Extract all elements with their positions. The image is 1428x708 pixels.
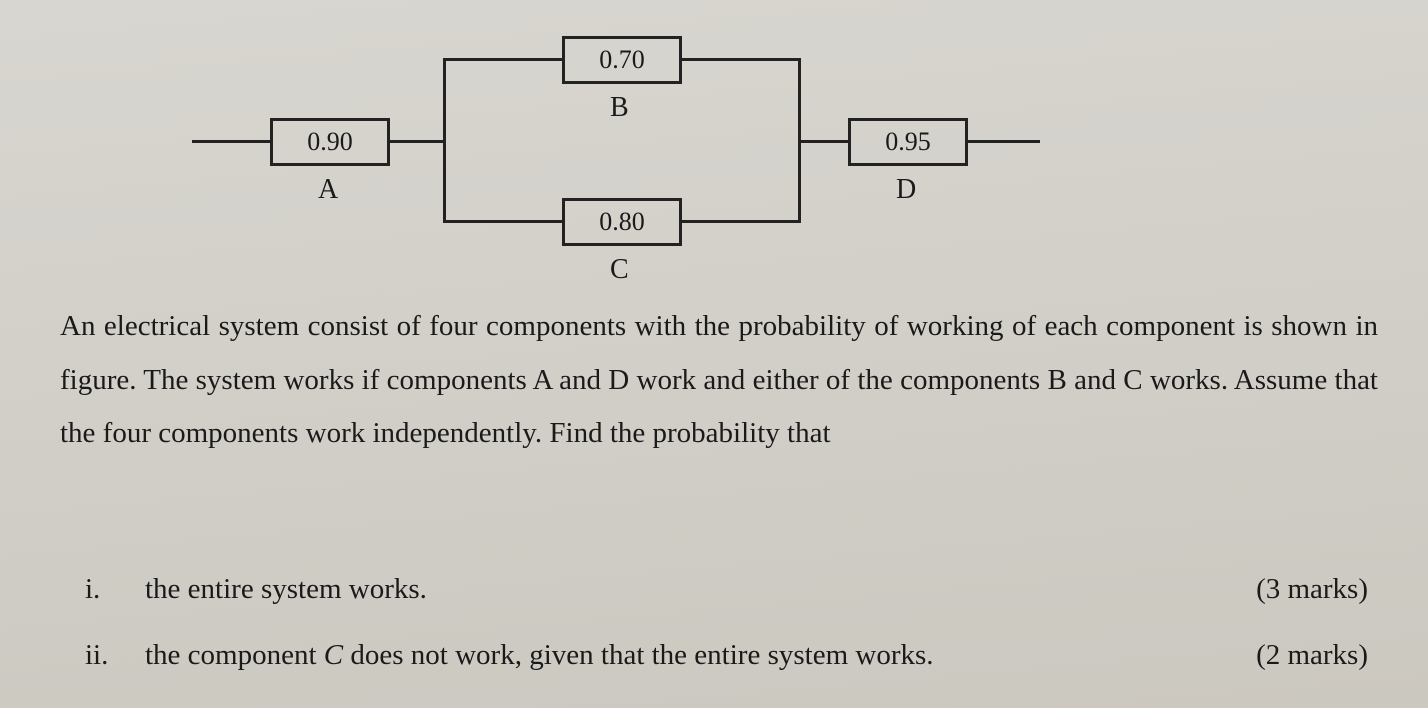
question-number: ii. [85, 626, 145, 684]
component-a-box: 0.90 [270, 118, 390, 166]
circuit-diagram: 0.90A0.70B0.80C0.95D [0, 0, 1428, 280]
component-a-label: A [318, 174, 338, 206]
question-row: ii. the component C does not work, given… [85, 626, 1368, 684]
problem-paragraph: An electrical system consist of four com… [60, 300, 1378, 461]
wire [192, 140, 270, 143]
wire [443, 58, 446, 223]
component-d-box: 0.95 [848, 118, 968, 166]
question-text: the component C does not work, given tha… [145, 626, 1236, 684]
question-text-pre: the entire system works. [145, 573, 427, 605]
page: 0.90 A 0.70 B 0.80 C 0.95 D An electrical syste… [0, 0, 1428, 708]
question-text: the entire system works. [145, 560, 1236, 618]
question-number: i. [85, 560, 145, 618]
component-b-box: 0.70 [562, 36, 682, 84]
wire [798, 140, 848, 143]
wire [682, 220, 801, 223]
component-c-box: 0.80 [562, 198, 682, 246]
question-list: i. the entire system works. (3 marks) ii… [85, 560, 1368, 692]
question-text-post: does not work, given that the entire sys… [343, 639, 933, 671]
wire [682, 58, 801, 61]
question-marks: (3 marks) [1256, 560, 1368, 618]
component-c-label: C [610, 254, 629, 286]
question-text-italic: C [324, 639, 343, 671]
component-d-label: D [896, 174, 916, 206]
wire [443, 220, 562, 223]
question-row: i. the entire system works. (3 marks) [85, 560, 1368, 618]
component-b-label: B [610, 92, 629, 124]
wire [443, 58, 562, 61]
question-marks: (2 marks) [1256, 626, 1368, 684]
question-text-pre: the component [145, 639, 324, 671]
wire [968, 140, 1040, 143]
wire [390, 140, 445, 143]
